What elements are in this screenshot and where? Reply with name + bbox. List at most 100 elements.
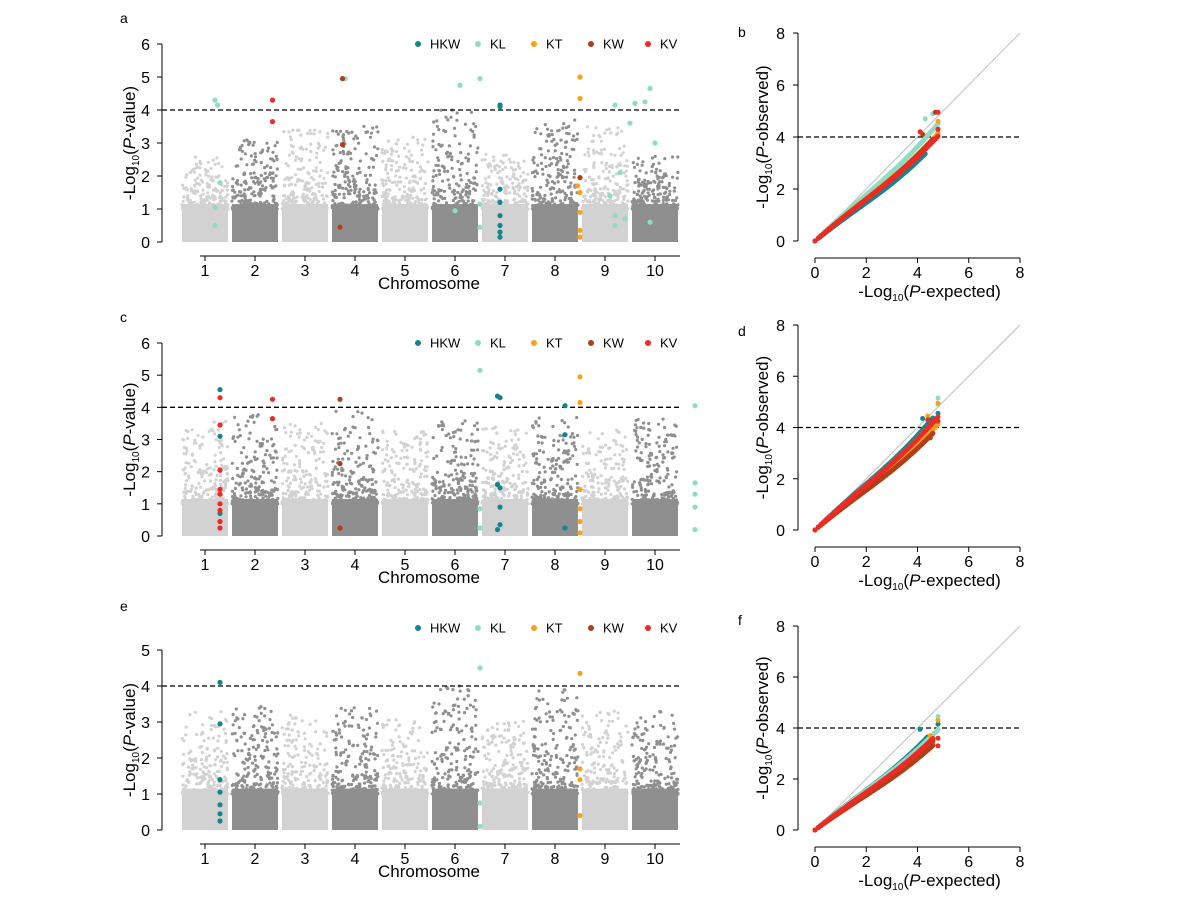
snp-point — [537, 475, 541, 479]
snp-point — [201, 188, 205, 192]
snp-point — [489, 440, 493, 444]
snp-point — [382, 479, 386, 483]
snp-point — [565, 131, 569, 135]
snp-point — [466, 199, 470, 203]
snp-point — [386, 171, 390, 175]
snp-point — [451, 458, 455, 462]
snp-point — [394, 142, 398, 146]
snp-point — [541, 435, 545, 439]
snp-point — [633, 181, 637, 185]
snp-point — [572, 502, 576, 506]
snp-point — [252, 140, 256, 144]
snp-point — [484, 427, 488, 431]
snp-point — [632, 197, 636, 201]
snp-point — [466, 495, 470, 499]
snp-point — [503, 500, 507, 504]
snp-point — [495, 498, 499, 502]
snp-point — [312, 196, 316, 201]
snp-point — [563, 145, 568, 149]
snp-point — [309, 132, 313, 136]
snp-point — [214, 478, 218, 482]
snp-point — [191, 502, 196, 506]
snp-point — [396, 477, 400, 481]
snp-point — [273, 449, 277, 453]
snp-point — [348, 475, 352, 479]
snp-point — [470, 480, 474, 484]
snp-point — [381, 178, 385, 183]
snp-point — [218, 451, 223, 455]
snp-point — [665, 202, 669, 206]
snp-point — [431, 188, 435, 192]
snp-point — [401, 498, 405, 502]
snp-point — [266, 149, 270, 153]
snp-point — [213, 195, 217, 199]
snp-point — [257, 492, 261, 496]
snp-point — [320, 193, 324, 198]
snp-point — [568, 457, 572, 461]
snp-point — [433, 494, 437, 498]
snp-point — [202, 207, 206, 211]
snp-point — [337, 446, 341, 450]
snp-point — [542, 465, 546, 469]
snp-point — [440, 428, 444, 432]
snp-point — [330, 502, 335, 506]
snp-point — [326, 131, 330, 135]
snp-point — [293, 158, 298, 162]
snp-point — [502, 481, 506, 485]
snp-point — [564, 175, 569, 179]
snp-point — [368, 183, 372, 187]
legend-item-kv: KV — [645, 37, 678, 52]
x-axis-label: Chromosome — [378, 274, 480, 293]
snp-point — [589, 195, 593, 199]
snp-point-kl — [452, 208, 458, 214]
snp-point — [340, 473, 344, 477]
snp-point — [449, 115, 453, 119]
snp-point — [418, 488, 422, 492]
snp-point — [380, 151, 384, 155]
snp-point — [303, 195, 307, 199]
snp-point — [556, 180, 560, 184]
snp-point — [607, 127, 612, 131]
snp-point — [364, 152, 368, 156]
snp-point — [586, 147, 591, 151]
snp-point — [431, 145, 435, 149]
snp-point — [241, 468, 245, 472]
snp-point — [468, 501, 473, 505]
snp-point — [651, 189, 655, 193]
snp-point — [412, 501, 416, 506]
snp-point — [373, 491, 377, 495]
snp-point — [350, 482, 354, 486]
snp-point — [207, 201, 212, 205]
snp-point — [490, 496, 494, 500]
snp-point — [265, 439, 269, 443]
snp-point — [407, 157, 411, 161]
snp-point — [446, 460, 450, 464]
snp-point — [675, 207, 679, 211]
snp-point — [362, 475, 366, 480]
snp-point — [189, 206, 193, 211]
snp-point — [392, 480, 397, 484]
snp-point — [399, 205, 403, 209]
snp-point — [513, 433, 518, 437]
snp-point — [463, 419, 467, 423]
snp-point — [490, 207, 494, 211]
snp-point — [533, 206, 537, 210]
legend-label-kl: KL — [490, 37, 506, 52]
snp-point — [530, 171, 535, 175]
snp-point — [533, 197, 537, 201]
snp-point — [663, 157, 667, 161]
snp-point — [504, 439, 508, 443]
legend-marker-kw — [588, 41, 594, 47]
snp-point — [317, 189, 321, 194]
snp-point — [605, 128, 609, 132]
snp-point — [474, 485, 478, 489]
snp-point — [504, 488, 508, 492]
snp-point — [316, 493, 320, 497]
snp-point — [317, 181, 321, 185]
snp-point — [534, 461, 538, 465]
snp-point — [311, 169, 316, 173]
snp-point — [324, 498, 328, 502]
snp-point — [499, 159, 503, 163]
snp-point — [539, 202, 543, 206]
snp-point — [503, 444, 507, 448]
